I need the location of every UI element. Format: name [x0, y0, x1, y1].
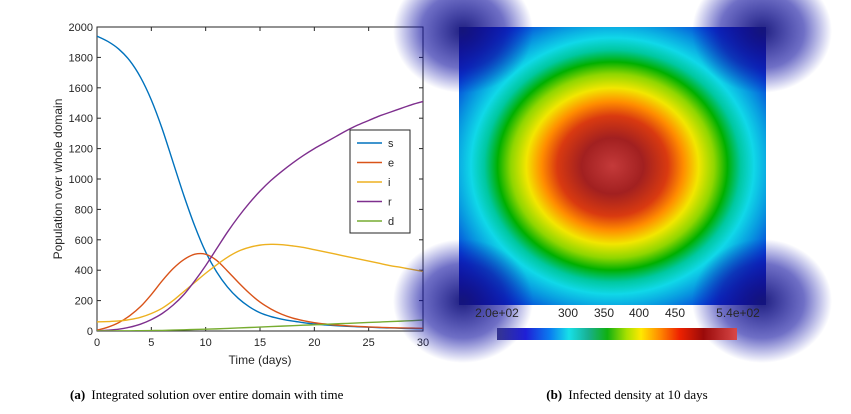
y-tick-label: 1800 [69, 52, 93, 64]
y-tick-label: 2000 [69, 22, 93, 34]
y-tick-label: 1600 [69, 83, 93, 95]
y-tick-label: 1000 [69, 174, 93, 186]
legend-label-d: d [388, 216, 394, 228]
heatmap-corner-tl [393, 0, 533, 93]
x-tick-label: 20 [308, 337, 320, 349]
series-line-r [97, 100, 423, 331]
colorbar-tick-450: 450 [665, 306, 685, 320]
y-tick-label: 600 [75, 235, 93, 247]
x-axis-label: Time (days) [229, 353, 292, 367]
heatmap-panel: 2.0e+02 300 350 400 450 5.4e+02 (b) Infe… [393, 0, 832, 402]
x-tick-label: 25 [363, 337, 375, 349]
heatmap-image [393, 0, 832, 363]
series-line-d [97, 319, 423, 331]
y-tick-label: 800 [75, 204, 93, 216]
colorbar-max-label: 5.4e+02 [716, 306, 760, 320]
heatmap-corner-br [692, 239, 832, 363]
colorbar-labels: 2.0e+02 300 350 400 450 5.4e+02 [475, 306, 760, 320]
colorbar-tick-400: 400 [629, 306, 649, 320]
y-tick-label: 200 [75, 296, 93, 308]
caption-a: (a) Integrated solution over entire doma… [70, 387, 344, 402]
y-tick-label: 1200 [69, 144, 93, 156]
y-tick-label: 0 [87, 326, 93, 338]
heatmap-corner-tr [692, 0, 832, 93]
legend-label-e: e [388, 158, 394, 170]
caption-b: (b) Infected density at 10 days [546, 387, 707, 402]
colorbar-tick-300: 300 [558, 306, 578, 320]
y-tick-label: 400 [75, 265, 93, 277]
x-tick-label: 5 [148, 337, 154, 349]
heatmap-corner-bl [393, 239, 533, 363]
series-line-i [97, 243, 423, 323]
line-chart-panel: 0510152025300200400600800100012001400160… [51, 22, 429, 402]
x-tick-label: 10 [200, 337, 212, 349]
caption-a-tag: (a) [70, 387, 85, 402]
x-tick-label: 0 [94, 337, 100, 349]
legend-label-s: s [388, 138, 394, 150]
colorbar-tick-350: 350 [594, 306, 614, 320]
colorbar-min-label: 2.0e+02 [475, 306, 519, 320]
series-line-e [97, 252, 423, 331]
caption-b-tag: (b) [546, 387, 562, 402]
caption-a-text: Integrated solution over entire domain w… [91, 387, 343, 402]
series-lines [97, 35, 423, 331]
x-tick-label: 15 [254, 337, 266, 349]
y-tick-label: 1400 [69, 113, 93, 125]
colorbar [497, 328, 737, 340]
legend-label-r: r [388, 197, 392, 209]
caption-b-text: Infected density at 10 days [568, 387, 707, 402]
y-axis-label: Population over whole domain [51, 99, 65, 260]
legend-label-i: i [388, 177, 390, 189]
